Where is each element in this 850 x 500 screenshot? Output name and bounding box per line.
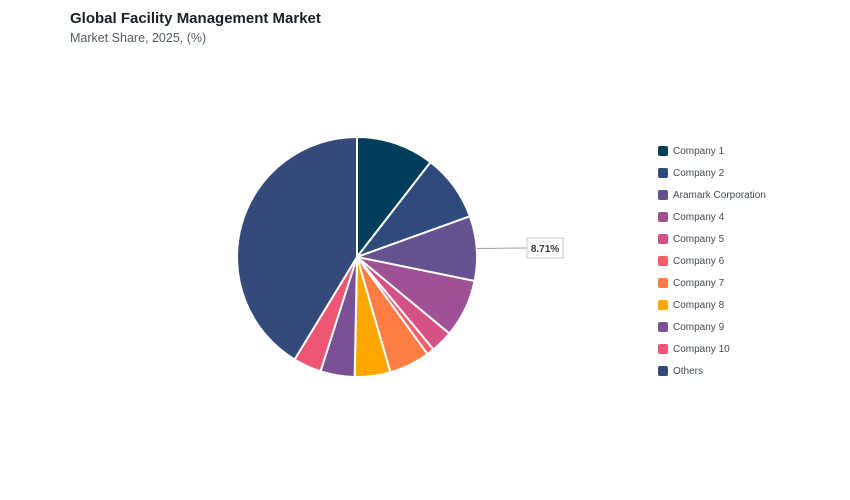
legend-swatch	[658, 344, 668, 354]
legend-item-7[interactable]: Company 7	[658, 272, 766, 294]
legend-label: Aramark Corporation	[673, 189, 766, 201]
legend-swatch	[658, 322, 668, 332]
legend-swatch	[658, 212, 668, 222]
legend-item-11[interactable]: Others	[658, 360, 766, 382]
legend-label: Others	[673, 365, 704, 377]
legend-label: Company 6	[673, 255, 725, 267]
legend-label: Company 8	[673, 299, 725, 311]
legend-swatch	[658, 146, 668, 156]
legend-item-9[interactable]: Company 9	[658, 316, 766, 338]
legend-item-5[interactable]: Company 5	[658, 228, 766, 250]
legend-item-4[interactable]: Company 4	[658, 206, 766, 228]
legend-swatch	[658, 234, 668, 244]
pie-slice-1[interactable]	[356, 136, 432, 258]
data-label-box	[526, 237, 564, 259]
legend-label: Company 5	[673, 233, 725, 245]
legend-swatch	[658, 190, 668, 200]
chart-subtitle: Market Share, 2025, (%)	[70, 31, 207, 45]
legend-item-8[interactable]: Company 8	[658, 294, 766, 316]
legend-swatch	[658, 256, 668, 266]
data-label-text: 8.71%	[531, 244, 559, 255]
legend-swatch	[658, 168, 668, 178]
pie-slices	[236, 136, 479, 378]
legend-item-2[interactable]: Company 2	[658, 162, 766, 184]
legend-label: Company 10	[673, 343, 730, 355]
legend-label: Company 1	[673, 145, 725, 157]
pie-data-labels: 8.71%	[476, 237, 564, 259]
legend-swatch	[658, 366, 668, 376]
legend-swatch	[658, 278, 668, 288]
legend-item-3[interactable]: Aramark Corporation	[658, 184, 766, 206]
legend-label: Company 7	[673, 277, 725, 289]
legend-label: Company 4	[673, 211, 725, 223]
legend-swatch	[658, 300, 668, 310]
legend-label: Company 9	[673, 321, 725, 333]
chart-legend: Company 1 Company 2 Aramark Corporation Com…	[658, 140, 766, 382]
legend-label: Company 2	[673, 167, 725, 179]
pie-slice-11[interactable]	[236, 136, 358, 361]
chart-title: Global Facility Management Market	[70, 10, 321, 27]
legend-item-1[interactable]: Company 1	[658, 140, 766, 162]
legend-item-10[interactable]: Company 10	[658, 338, 766, 360]
legend-item-6[interactable]: Company 6	[658, 250, 766, 272]
